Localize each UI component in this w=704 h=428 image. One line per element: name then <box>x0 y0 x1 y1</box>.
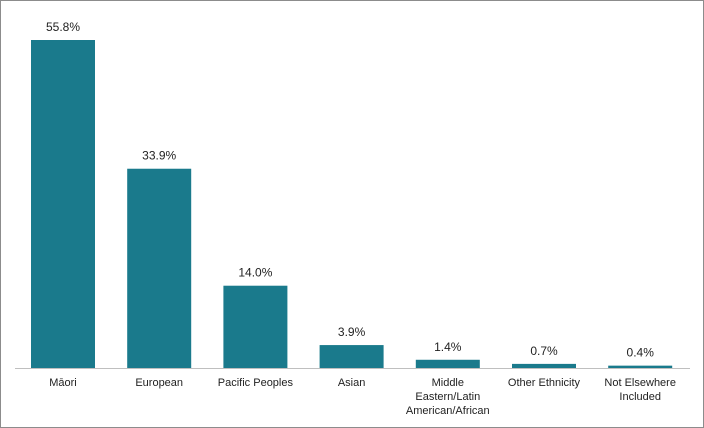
bar <box>223 285 288 368</box>
data-label: 1.4% <box>434 340 462 354</box>
x-tick-label: Māori <box>49 377 77 389</box>
data-label: 3.9% <box>338 325 366 339</box>
data-label: 14.0% <box>238 266 272 280</box>
x-tick-label: European <box>135 377 183 389</box>
data-label: 0.4% <box>627 346 655 360</box>
bar <box>608 365 673 368</box>
x-tick-label: Middle Eastern/Latin American/African <box>406 377 490 417</box>
bar <box>127 168 192 368</box>
bar <box>31 40 95 368</box>
data-label: 33.9% <box>142 149 176 163</box>
bar <box>415 359 480 368</box>
x-tick-label: Asian <box>338 377 366 389</box>
bar <box>512 363 576 368</box>
x-tick-label: Pacific Peoples <box>218 377 294 389</box>
x-tick-label: Other Ethnicity <box>508 377 581 389</box>
data-label: 0.7% <box>530 344 558 358</box>
x-tick-label: Not Elsewhere Included <box>604 377 676 403</box>
data-label: 55.8% <box>46 20 80 34</box>
bar <box>319 345 384 368</box>
